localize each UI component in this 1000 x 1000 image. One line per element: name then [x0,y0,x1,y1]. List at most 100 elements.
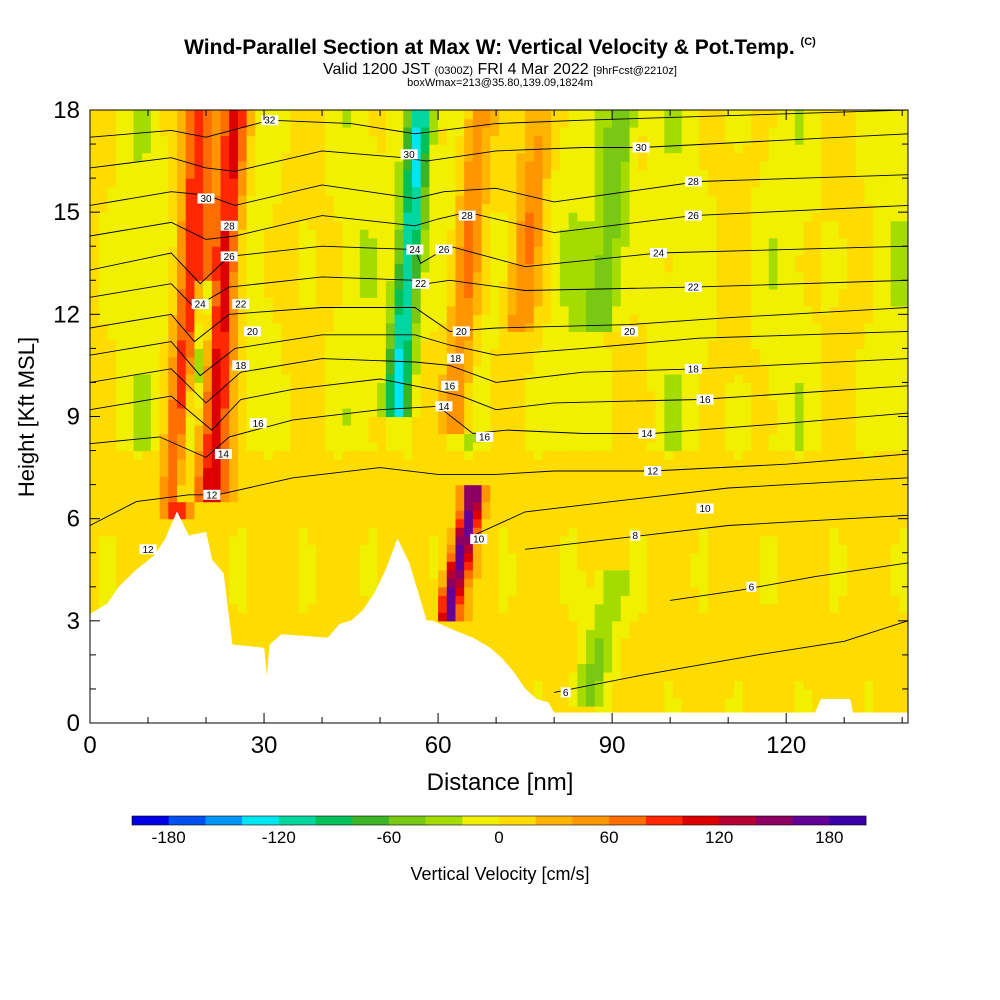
velocity-cell [586,331,596,341]
velocity-cell [499,263,509,273]
velocity-cell [307,297,317,307]
velocity-cell [177,297,187,307]
velocity-cell [568,603,578,613]
velocity-cell [612,544,622,554]
velocity-cell [368,127,378,137]
velocity-cell [98,569,108,579]
velocity-cell [490,450,500,460]
velocity-cell [586,697,596,707]
velocity-cell [220,459,230,469]
velocity-cell [429,501,439,511]
velocity-cell [620,433,631,443]
velocity-cell [211,544,222,554]
velocity-cell [646,450,657,460]
velocity-cell [168,322,178,332]
velocity-cell [168,305,178,315]
velocity-cell [316,535,326,545]
velocity-cell [133,535,143,545]
velocity-cell [446,161,457,171]
velocity-cell [351,442,361,452]
velocity-cell [203,373,213,384]
velocity-cell [568,705,578,716]
velocity-cell [411,237,422,247]
velocity-cell [525,629,535,639]
velocity-cell [324,510,335,520]
velocity-cell [150,348,161,358]
velocity-cell [438,237,448,247]
velocity-cell [324,425,335,435]
velocity-cell [542,365,552,375]
velocity-cell [90,586,100,596]
velocity-cell [446,348,457,358]
velocity-cell [394,135,404,145]
velocity-cell [168,373,178,384]
velocity-cell [377,331,387,341]
valid-time: Valid 1200 JST [322,61,431,78]
velocity-cell [551,416,561,426]
velocity-cell [246,450,256,460]
velocity-cell [229,237,239,247]
velocity-cell [673,263,683,273]
velocity-cell [237,161,248,171]
velocity-cell [168,331,178,341]
velocity-cell [394,271,404,281]
velocity-cell [559,680,570,690]
velocity-cell [438,186,448,196]
velocity-cell [551,705,561,716]
velocity-cell [603,373,613,384]
velocity-cell [516,637,526,647]
velocity-cell [211,314,222,324]
velocity-cell [620,416,631,426]
velocity-cell [124,544,135,554]
velocity-cell [438,373,448,384]
velocity-cell [655,229,665,239]
velocity-cell [159,518,169,528]
velocity-cell [603,646,613,656]
velocity-cell [551,399,561,409]
velocity-cell [281,152,291,162]
velocity-cell [446,493,457,503]
velocity-cell [316,578,326,588]
velocity-cell [481,118,491,128]
velocity-cell [290,595,300,605]
velocity-cell [646,237,657,247]
velocity-cell [229,407,239,418]
velocity-cell [446,263,457,273]
velocity-cell [655,407,665,418]
velocity-cell [533,654,544,664]
velocity-cell [603,561,613,571]
velocity-cell [229,544,239,554]
velocity-cell [237,339,248,349]
velocity-cell [612,152,622,162]
velocity-cell [464,144,474,154]
velocity-cell [664,501,674,511]
velocity-cell [690,688,700,699]
velocity-cell [385,535,396,545]
velocity-cell [664,356,674,367]
velocity-cell [272,322,283,332]
velocity-cell [307,552,317,562]
velocity-cell [681,254,692,264]
velocity-cell [177,152,187,162]
velocity-cell [298,595,309,605]
velocity-cell [142,356,152,367]
velocity-cell [237,348,248,358]
velocity-cell [272,135,283,145]
velocity-cell [333,476,343,486]
velocity-cell [107,510,117,520]
velocity-cell [333,237,343,247]
velocity-cell [298,569,309,579]
velocity-cell [142,203,152,213]
velocity-cell [612,561,622,571]
velocity-cell [377,527,387,537]
velocity-cell [185,467,196,477]
velocity-cell [203,348,213,358]
velocity-cell [681,186,692,196]
velocity-cell [281,288,291,298]
velocity-cell [516,663,526,673]
velocity-cell [237,390,248,401]
velocity-cell [342,561,352,571]
velocity-cell [316,237,326,247]
velocity-cell [551,373,561,384]
velocity-cell [124,459,135,469]
